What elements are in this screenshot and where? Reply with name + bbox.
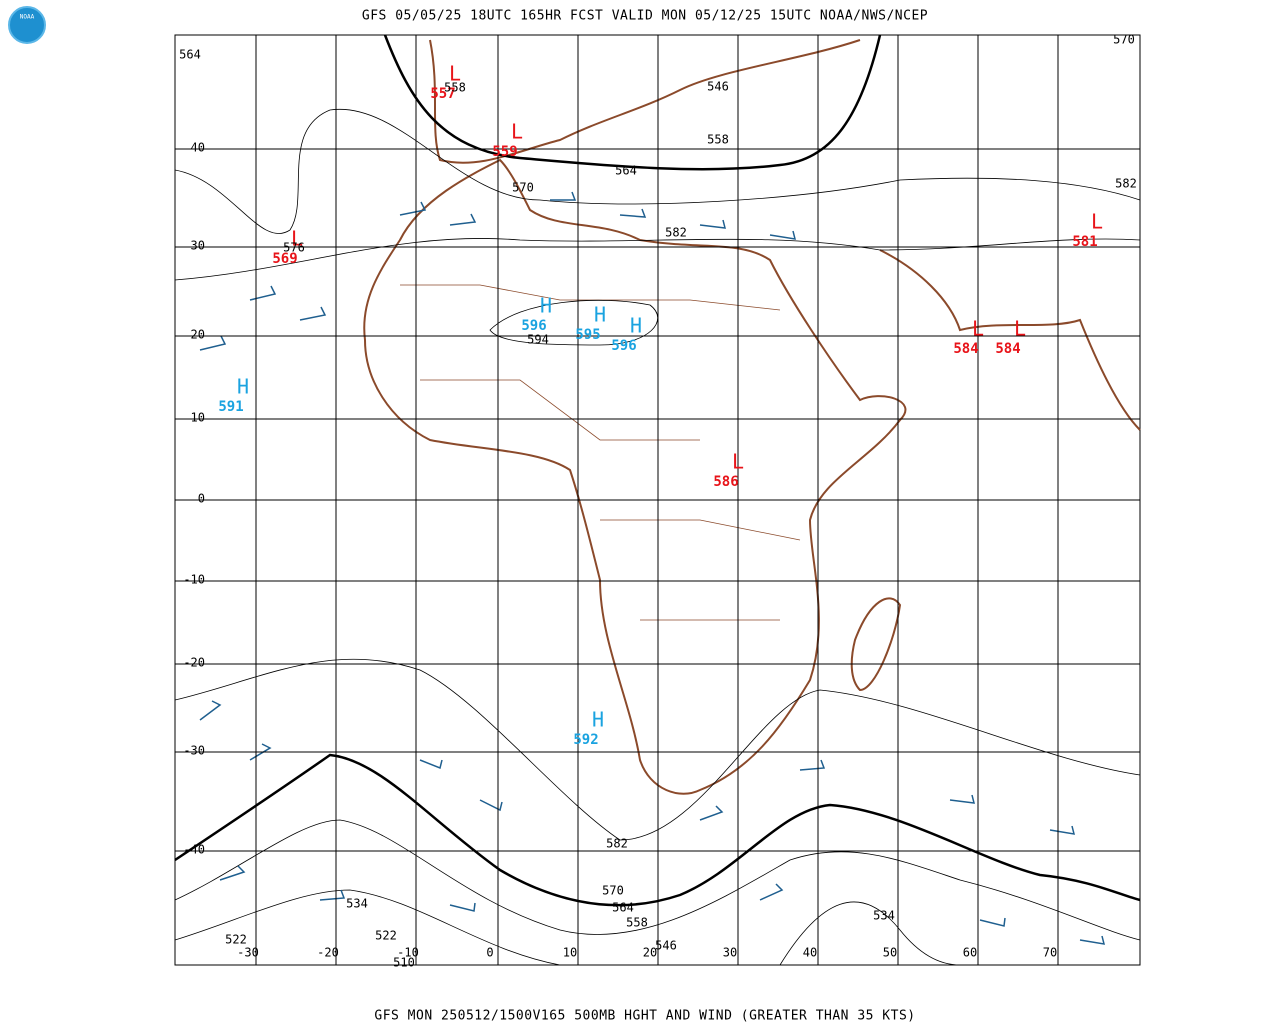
europe-coast bbox=[429, 39, 861, 164]
map-frame bbox=[174, 34, 1141, 966]
center-value: 569 bbox=[272, 251, 297, 267]
contour-label: 558 bbox=[444, 81, 466, 95]
center-value: 584 bbox=[953, 341, 978, 357]
map-title: GFS 05/05/25 18UTC 165HR FCST VALID MON … bbox=[362, 9, 928, 24]
longitude-label: 0 bbox=[486, 946, 493, 960]
longitude-label: 60 bbox=[963, 946, 977, 960]
center-letter: L bbox=[1091, 210, 1103, 234]
center-letter: H bbox=[630, 314, 642, 338]
longitude-label: -30 bbox=[237, 946, 259, 960]
longitude-label: 50 bbox=[883, 946, 897, 960]
center-letter: L bbox=[511, 120, 523, 144]
contour bbox=[174, 658, 1141, 841]
latitude-label: -20 bbox=[183, 656, 205, 670]
center-value: 591 bbox=[218, 399, 243, 415]
longitude-label: 10 bbox=[563, 946, 577, 960]
contour-label: 564 bbox=[612, 901, 634, 915]
longitude-label: -10 bbox=[397, 946, 419, 960]
center-letter: H bbox=[594, 303, 606, 327]
center-value: 592 bbox=[573, 732, 598, 748]
noaa-logo bbox=[8, 6, 46, 44]
contour-label: 546 bbox=[655, 939, 677, 953]
africa-coast bbox=[363, 158, 907, 795]
center-value: 584 bbox=[995, 341, 1020, 357]
latitude-label: -30 bbox=[183, 744, 205, 758]
longitude-label: -20 bbox=[317, 946, 339, 960]
contour-label: 594 bbox=[527, 333, 549, 347]
contour bbox=[174, 238, 1141, 281]
latitude-label: 20 bbox=[191, 328, 205, 342]
center-letter: L bbox=[732, 450, 744, 474]
contour bbox=[174, 108, 1141, 234]
contour-label: 534 bbox=[873, 909, 895, 923]
contour-label: 522 bbox=[375, 929, 397, 943]
contour-label: 546 bbox=[707, 80, 729, 94]
contour-label: 558 bbox=[707, 133, 729, 147]
contour-label: 558 bbox=[626, 916, 648, 930]
latitude-label: 0 bbox=[198, 492, 205, 506]
center-value: 596 bbox=[521, 318, 546, 334]
center-letter: H bbox=[237, 375, 249, 399]
contour-label: 510 bbox=[393, 956, 415, 970]
contour-label: 534 bbox=[346, 897, 368, 911]
center-value: 581 bbox=[1072, 234, 1097, 250]
map-footer: GFS MON 250512/1500V165 500MB HGHT AND W… bbox=[374, 1009, 915, 1024]
latitude-label: -10 bbox=[183, 573, 205, 587]
contour-label: 570 bbox=[512, 181, 534, 195]
contour bbox=[489, 299, 659, 346]
contour-label: 582 bbox=[665, 226, 687, 240]
contour-564-north bbox=[383, 34, 882, 171]
center-letter: L bbox=[972, 317, 984, 341]
center-letter: L bbox=[449, 62, 461, 86]
center-letter: L bbox=[1014, 317, 1026, 341]
contour-label: 582 bbox=[606, 837, 628, 851]
center-letter: H bbox=[540, 294, 552, 318]
logo-text: NOAA bbox=[20, 14, 35, 21]
center-letter: L bbox=[291, 227, 303, 251]
country-borders bbox=[400, 284, 801, 621]
contour-label: 522 bbox=[225, 933, 247, 947]
center-letter: H bbox=[592, 708, 604, 732]
longitude-label: 20 bbox=[643, 946, 657, 960]
latitude-label: 40 bbox=[191, 141, 205, 155]
center-value: 557 bbox=[430, 86, 455, 102]
center-value: 586 bbox=[713, 474, 738, 490]
latitude-label: 30 bbox=[191, 239, 205, 253]
longitude-label: 40 bbox=[803, 946, 817, 960]
longitude-label: 70 bbox=[1043, 946, 1057, 960]
contour-label: 582 bbox=[1115, 177, 1137, 191]
latitude-label: 10 bbox=[191, 411, 205, 425]
center-value: 595 bbox=[575, 327, 600, 343]
madagascar-coast bbox=[850, 597, 902, 692]
contour-label: 570 bbox=[1113, 33, 1135, 47]
center-value: 596 bbox=[611, 338, 636, 354]
contour-label: 570 bbox=[602, 884, 624, 898]
wind-barbs bbox=[199, 191, 1106, 945]
latitude-label: -40 bbox=[183, 843, 205, 857]
contour-label: 576 bbox=[283, 241, 305, 255]
center-value: 559 bbox=[492, 144, 517, 160]
longitude-label: 30 bbox=[723, 946, 737, 960]
contour-564-south bbox=[174, 753, 1141, 907]
contour-label: 564 bbox=[179, 48, 201, 62]
asia-coast bbox=[879, 249, 1141, 431]
contour-label: 564 bbox=[615, 164, 637, 178]
contour bbox=[174, 889, 961, 966]
